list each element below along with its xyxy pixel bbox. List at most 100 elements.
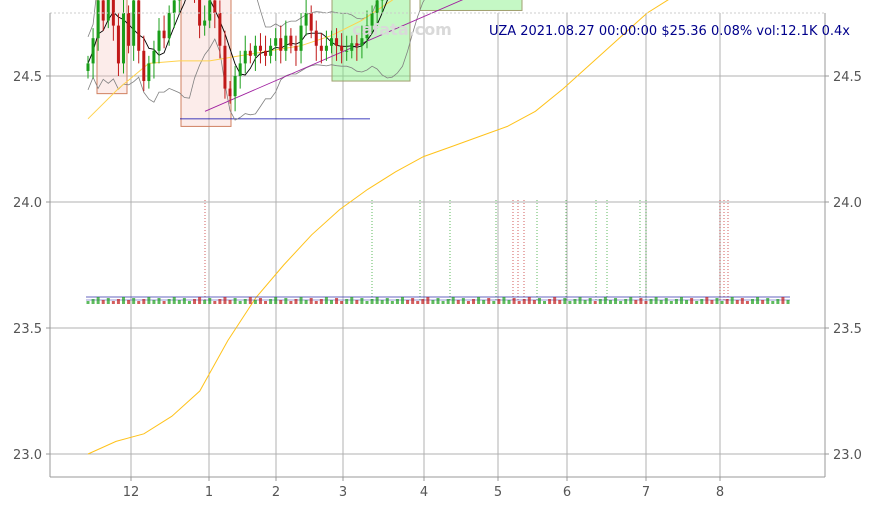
x-tick-label: 7: [642, 485, 650, 500]
volume-bar: [132, 298, 136, 304]
candle-body: [162, 30, 166, 39]
volume-bar: [679, 297, 683, 304]
candle-body: [127, 13, 131, 46]
volume-bar: [233, 298, 237, 304]
candle-body: [329, 38, 333, 46]
volume-bar: [223, 297, 227, 304]
volume-bar: [786, 300, 790, 304]
volume-bar: [583, 300, 587, 304]
volume-bar: [279, 300, 283, 304]
volume-bar: [446, 299, 450, 304]
volume-bar: [264, 301, 268, 304]
volume-bar: [218, 299, 222, 304]
candle-body: [106, 0, 110, 21]
volume-bar: [228, 300, 232, 304]
candle-body: [167, 13, 171, 39]
volume-bar: [745, 301, 749, 304]
candle-body: [248, 50, 252, 56]
volume-bar: [162, 301, 166, 304]
volume-bar: [624, 299, 628, 304]
volume-bar: [106, 298, 110, 304]
volume-bar: [198, 297, 202, 304]
volume-bar: [730, 297, 734, 304]
volume-bar: [127, 300, 131, 304]
volume-bar: [248, 297, 252, 304]
watermark: cafata.com: [352, 20, 452, 39]
candle-body: [228, 88, 232, 97]
volume-bar: [690, 298, 694, 304]
volume-bar: [532, 300, 536, 304]
candle-body: [91, 38, 95, 64]
axes: 23.023.023.523.524.024.024.524.525.025.0…: [13, 12, 862, 500]
volume-bar: [421, 299, 425, 304]
candle-body: [309, 13, 313, 31]
candle-body: [340, 45, 344, 51]
ma-long-line: [87, 0, 669, 455]
candles: [86, 0, 384, 112]
range-box-up: [331, 0, 411, 82]
volume-bar: [451, 297, 455, 304]
candle-body: [243, 50, 247, 64]
volume-bar: [781, 297, 785, 304]
y-tick-label-right: 24.5: [833, 70, 862, 85]
volume-bar: [659, 300, 663, 304]
volume-bar: [142, 299, 146, 304]
volume-bar: [137, 301, 141, 304]
volume-bar: [598, 299, 602, 304]
event-markers: [204, 200, 729, 300]
volume-bar: [639, 298, 643, 304]
volume-bar: [771, 301, 775, 304]
candle-body: [289, 35, 293, 46]
candle-body: [294, 45, 298, 51]
candle-body: [238, 63, 242, 76]
volume-bar: [492, 301, 496, 304]
candle-body: [264, 50, 268, 56]
x-tick-label: 1: [205, 485, 213, 500]
volume-bar: [487, 298, 491, 304]
price-levels: [180, 118, 370, 120]
volume-bar: [776, 299, 780, 304]
volume-bar: [664, 298, 668, 304]
volume-bar: [96, 297, 100, 304]
candle-body: [213, 0, 217, 14]
candle-body: [304, 13, 308, 26]
volume-bar: [537, 298, 541, 304]
candle-body: [299, 25, 303, 51]
x-tick-label: 5: [494, 485, 502, 500]
volume-bar: [360, 298, 364, 304]
volume-bar: [644, 301, 648, 304]
volume-bar: [329, 300, 333, 304]
volume-bar: [253, 300, 257, 304]
volume-bar: [284, 298, 288, 304]
volume-bar: [619, 301, 623, 304]
volume-bar: [603, 297, 607, 304]
candle-body: [274, 38, 278, 46]
volume-bar: [426, 297, 430, 304]
candle-body: [122, 13, 126, 64]
volume-bar: [563, 298, 567, 304]
volume-bar: [700, 299, 704, 304]
volume-bar: [375, 297, 379, 304]
volume-bar: [527, 297, 531, 304]
volume-bar: [416, 301, 420, 304]
candle-body: [350, 43, 354, 51]
candle-body: [284, 35, 288, 51]
volume-bar: [710, 300, 714, 304]
candle-body: [360, 38, 364, 46]
volume-bar: [472, 299, 476, 304]
volume-bar: [345, 299, 349, 304]
bollinger-bands: [87, 0, 425, 121]
volume-bar: [740, 298, 744, 304]
volume-bar: [319, 299, 323, 304]
candle-body: [152, 50, 156, 64]
volume-bar: [111, 301, 115, 304]
candle-body: [116, 25, 120, 64]
volume-bar: [304, 300, 308, 304]
volume-bar: [715, 298, 719, 304]
volume-bar: [299, 297, 303, 304]
ma-mid-line: [87, 0, 394, 120]
volume-bar: [258, 298, 262, 304]
y-tick-label-left: 24.0: [13, 196, 42, 211]
